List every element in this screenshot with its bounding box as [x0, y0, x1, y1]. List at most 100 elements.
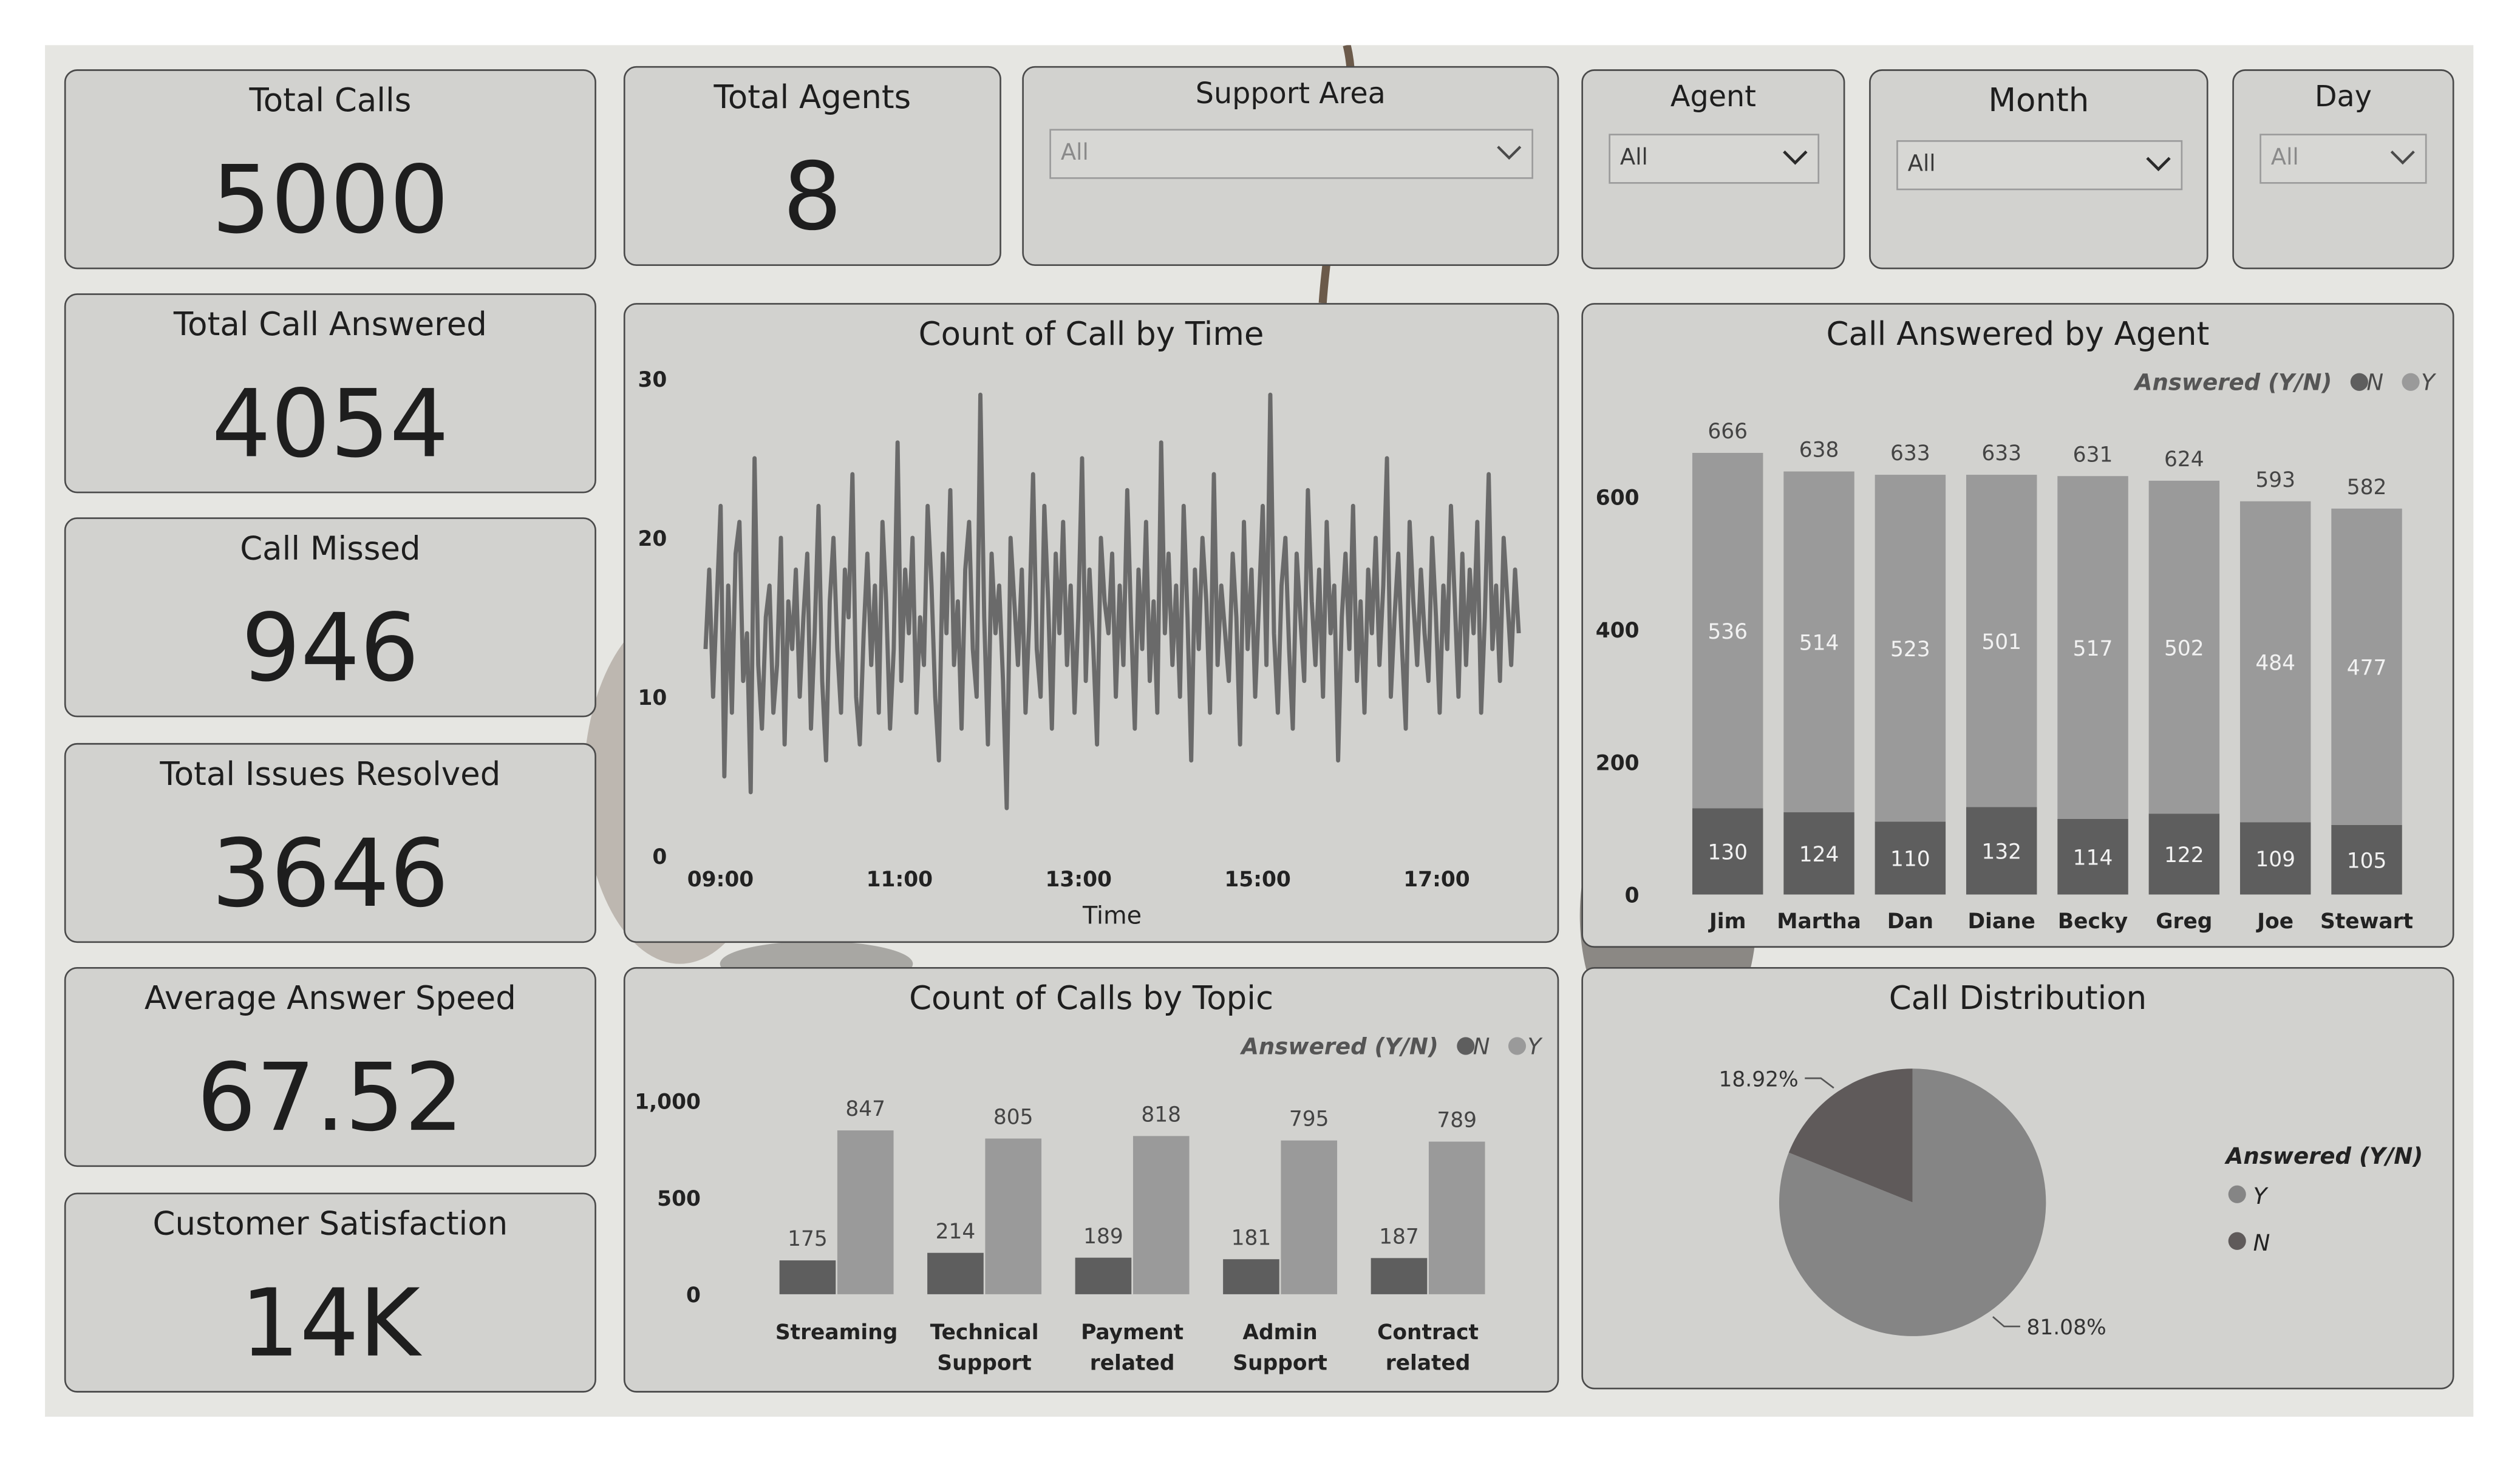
count-of-call-by-time-chart: Count of Call by Time 0 10 20 30 09:00 11:00 1…: [623, 303, 1559, 943]
pie-label-n: 18.92%: [1718, 1067, 1798, 1092]
pie-leader-line-y: [1992, 1316, 2020, 1328]
kpi-customer-satisfaction-card: Customer Satisfaction 14K: [64, 1192, 596, 1393]
pie-legend-marker-y: [2228, 1185, 2246, 1203]
support-area-dropdown[interactable]: All: [1049, 129, 1533, 179]
legend-marker-n: [2350, 373, 2368, 391]
topic-category-label: related: [1090, 1351, 1175, 1376]
topic-category-label: Technical: [930, 1320, 1039, 1345]
agent-y-tick: 600: [1596, 486, 1640, 510]
day-dropdown[interactable]: All: [2259, 134, 2427, 184]
legend-label-n: N: [2366, 369, 2383, 395]
agent-category-label: Martha: [1777, 909, 1861, 934]
topic-n-label: 181: [1231, 1226, 1272, 1250]
agent-bar-n: [2057, 818, 2128, 895]
kpi-customer-satisfaction-value: 14K: [240, 1268, 420, 1378]
topic-chart-plot: Y N Answered (Y/N) 0 500 1,000 175 847 Streaming…: [635, 1033, 1543, 1376]
agent-total-label: 633: [1981, 441, 2021, 466]
time-series-line: [703, 392, 1521, 810]
topic-bar-y: [837, 1130, 894, 1294]
time-y-tick: 10: [638, 686, 667, 710]
topic-category-label: Support: [937, 1351, 1032, 1376]
month-slicer: Month All: [1869, 69, 2208, 270]
chevron-down-icon: [1497, 146, 1522, 160]
time-y-tick: 30: [638, 368, 667, 392]
legend-marker-y: [1508, 1037, 1527, 1055]
agent-dropdown[interactable]: All: [1609, 134, 1820, 184]
topic-y-label: 789: [1437, 1109, 1477, 1133]
legend-marker-y: [2402, 373, 2420, 391]
agent-total-label: 633: [1890, 441, 1930, 466]
agent-n-label: 114: [2073, 846, 2113, 870]
agent-total-label: 593: [2255, 468, 2295, 492]
time-x-tick: 09:00: [687, 868, 754, 892]
time-x-tick: 11:00: [867, 868, 933, 892]
kpi-total-issues-resolved-value: 3646: [211, 818, 449, 929]
kpi-total-calls-card: Total Calls 5000: [64, 69, 596, 270]
legend-marker-n: [1457, 1037, 1475, 1055]
topic-n-label: 214: [936, 1220, 976, 1244]
month-dropdown[interactable]: All: [1896, 140, 2183, 191]
agent-n-label: 105: [2347, 849, 2387, 873]
pie-slice-y: [1779, 1068, 2046, 1336]
agent-n-label: 110: [1890, 847, 1930, 872]
agent-n-label: 124: [1799, 843, 1839, 867]
agent-category-label: Greg: [2156, 909, 2212, 934]
agent-dropdown-value: All: [1619, 144, 1648, 171]
agent-category-label: Diane: [1968, 909, 2035, 934]
agent-bar-n: [1692, 808, 1763, 895]
kpi-total-calls-label: Total Calls: [249, 80, 412, 120]
pie-leader-line-n: [1805, 1077, 1834, 1089]
agent-bar-n: [2148, 813, 2220, 895]
pie-slice-n: [1788, 1068, 1913, 1203]
topic-y-tick: 500: [657, 1187, 701, 1211]
topic-n-label: 187: [1379, 1224, 1419, 1249]
agent-bar-n: [2331, 824, 2402, 895]
month-slicer-label: Month: [1988, 80, 2089, 120]
chevron-down-icon: [2146, 157, 2171, 172]
day-dropdown-value: All: [2270, 144, 2299, 171]
topic-bar-y: [1281, 1140, 1338, 1294]
time-x-axis-label: Time: [1082, 902, 1142, 929]
agent-total-label: 631: [2073, 443, 2113, 467]
agent-y-label: 517: [2073, 637, 2113, 661]
kpi-total-call-answered-label: Total Call Answered: [173, 304, 487, 344]
topic-category-label: Payment: [1081, 1320, 1183, 1345]
topic-chart-title: Count of Calls by Topic: [909, 978, 1274, 1017]
agent-y-tick: 400: [1596, 619, 1640, 643]
legend-label-n: N: [1473, 1033, 1490, 1059]
topic-bar-n: [1223, 1259, 1279, 1294]
topic-bar-n: [927, 1252, 984, 1294]
agent-bar-y: [1692, 452, 1763, 809]
agent-category-label: Joe: [2256, 909, 2294, 934]
agent-category-label: Stewart: [2320, 909, 2413, 934]
time-y-tick: 0: [652, 845, 667, 869]
agent-bar-n: [1875, 821, 1946, 895]
agent-bar-y: [2057, 476, 2128, 819]
topic-category-label: related: [1386, 1351, 1471, 1376]
agent-n-label: 109: [2255, 847, 2295, 872]
agent-n-label: 122: [2164, 843, 2204, 868]
agent-chart-title: Call Answered by Agent: [1826, 314, 2210, 353]
agent-bar-y: [1875, 475, 1946, 822]
agent-n-label: 130: [1708, 841, 1748, 865]
day-slicer-label: Day: [2314, 80, 2372, 115]
kpi-call-missed-value: 946: [241, 593, 420, 703]
agent-category-label: Jim: [1708, 909, 1746, 934]
legend-title: Answered (Y/N): [1239, 1033, 1439, 1059]
agent-y-tick: 200: [1596, 751, 1640, 775]
agent-total-label: 624: [2164, 447, 2204, 472]
topic-y-tick: 1,000: [635, 1090, 701, 1115]
agent-y-label: 484: [2255, 651, 2295, 675]
topic-category-label: Admin: [1242, 1320, 1317, 1345]
count-of-calls-by-topic-chart: Count of Calls by Topic Y N Answered (Y/N)…: [623, 966, 1559, 1393]
time-x-tick: 15:00: [1224, 868, 1291, 892]
agent-y-label: 477: [2347, 656, 2387, 680]
kpi-average-answer-speed-card: Average Answer Speed 67.52: [64, 966, 596, 1167]
pie-label-y: 81.08%: [2026, 1316, 2106, 1340]
topic-category-label: Contract: [1377, 1320, 1479, 1345]
distribution-chart-title: Call Distribution: [1888, 978, 2147, 1017]
topic-n-label: 189: [1083, 1224, 1123, 1249]
agent-bar-n: [1966, 807, 2037, 895]
agent-bar-n: [2239, 822, 2311, 895]
topic-category-label: Streaming: [775, 1320, 897, 1345]
